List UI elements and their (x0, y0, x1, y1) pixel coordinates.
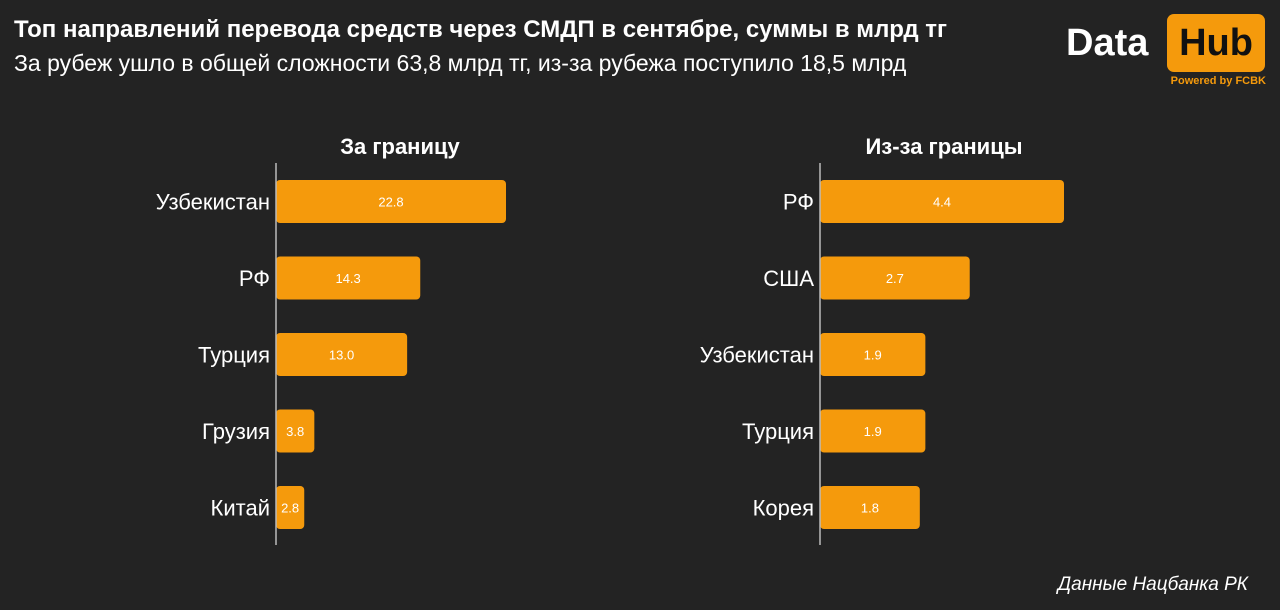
data-label: 2.8 (281, 501, 299, 516)
bar (276, 486, 305, 529)
data-label: 1.8 (861, 501, 879, 516)
bar (820, 180, 1064, 223)
chart-subtitle: За рубеж ушло в общей сложности 63,8 млр… (14, 50, 907, 76)
bar (820, 486, 920, 529)
logo-word-data: Data (1066, 22, 1149, 64)
category-label: Китай (211, 496, 270, 521)
category-label: РФ (239, 266, 270, 291)
bar (820, 333, 926, 376)
category-label: Турция (198, 343, 270, 368)
category-label: Грузия (202, 419, 270, 444)
data-label: 4.4 (933, 195, 951, 210)
data-label: 22.8 (378, 195, 403, 210)
data-label: 13.0 (329, 348, 354, 363)
logo-word-hub: Hub (1167, 14, 1265, 72)
source-note: Данные Нацбанка РК (1057, 574, 1248, 595)
chart-title: Топ направлений перевода средств через С… (14, 16, 948, 43)
data-label: 2.7 (886, 271, 904, 286)
bar (276, 256, 421, 300)
datahub-logo: Data Hub Powered by FCBK (1064, 8, 1268, 92)
bar (276, 409, 315, 453)
category-label: Корея (753, 496, 814, 521)
category-label: Узбекистан (156, 190, 270, 215)
panel-title: Из-за границы (865, 134, 1022, 159)
logo-tagline: Powered by FCBK (1170, 75, 1266, 87)
category-label: Узбекистан (700, 343, 814, 368)
chart-panel-2: Из-за границы РФ 4.4 США 2.7 Узбекистан 1.9 Тур… (700, 134, 1064, 545)
data-label: 1.9 (864, 348, 882, 363)
data-label: 1.9 (864, 424, 882, 439)
data-label: 3.8 (286, 424, 304, 439)
bar (820, 256, 970, 300)
bar (276, 333, 408, 376)
category-label: США (763, 266, 814, 291)
bar (276, 180, 506, 223)
category-label: РФ (783, 190, 814, 215)
bar (820, 409, 926, 453)
data-label: 14.3 (335, 271, 360, 286)
panel-title: За границу (340, 134, 460, 159)
chart-panel-1: За границу Узбекистан 22.8 РФ 14.3 Турция 13.0… (156, 134, 506, 545)
category-label: Турция (742, 419, 814, 444)
